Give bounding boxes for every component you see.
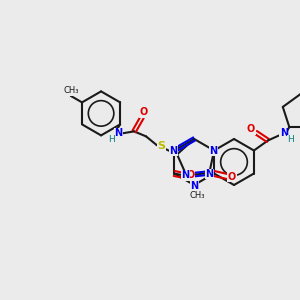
Text: CH₃: CH₃	[189, 190, 205, 200]
Text: H: H	[287, 135, 294, 144]
Text: N: N	[209, 146, 217, 155]
Text: H: H	[108, 135, 114, 144]
Text: N: N	[169, 146, 177, 155]
Text: N: N	[280, 128, 288, 139]
Text: S: S	[157, 141, 165, 152]
Text: O: O	[186, 170, 194, 181]
Text: O: O	[247, 124, 255, 134]
Text: CH₃: CH₃	[63, 86, 79, 95]
Text: N: N	[182, 170, 190, 180]
Text: O: O	[140, 107, 148, 117]
Text: O: O	[228, 172, 236, 182]
Text: N: N	[190, 181, 198, 191]
Text: N: N	[205, 169, 213, 179]
Text: N: N	[114, 128, 122, 138]
